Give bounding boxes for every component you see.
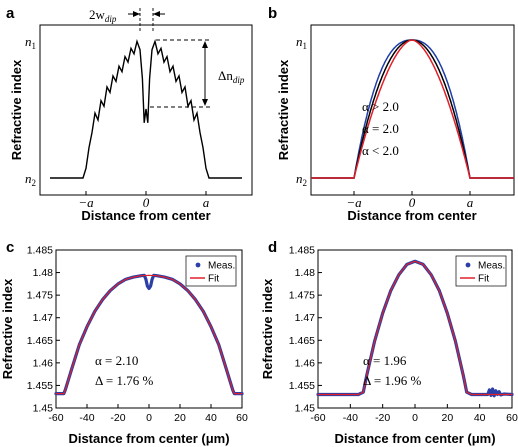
x-tick-label: -60 [48, 412, 63, 424]
panel-a-letter: a [6, 5, 15, 22]
panel-d-series [316, 259, 514, 398]
x-tick-label: -40 [79, 412, 94, 424]
panel-d-legend: Meas. Fit [455, 255, 507, 287]
x-tick-label: −a [78, 195, 94, 210]
legend-fit-label: Fit [478, 274, 489, 285]
x-tick-label: -40 [343, 412, 358, 424]
legend-meas-marker [465, 262, 471, 268]
y-tick-label: 1.465 [289, 335, 315, 347]
x-tick-label: 40 [474, 412, 486, 424]
panel-c-letter: c [6, 239, 14, 256]
panel-c-alpha-annotation: α = 2.10 [95, 353, 138, 368]
panel-b-legend-alpha-eq: α = 2.0 [362, 121, 399, 136]
y-tick-label: 1.485 [27, 245, 53, 257]
panel-a-y-tick-n2: n2 [25, 171, 36, 188]
panel-a-xlabel: Distance from center [81, 208, 210, 223]
x-tick-label: 0 [143, 195, 150, 210]
n1-symbol: n [25, 34, 32, 49]
panel-d-ylabel: Refractive index [260, 278, 275, 379]
panel-a-y-tick-n1: n1 [25, 34, 36, 51]
x-tick-label: 0 [409, 195, 416, 210]
panel-b-xlabel: Distance from center [347, 208, 476, 223]
y-tick-label: 1.45 [295, 403, 316, 415]
fit-series [317, 260, 513, 396]
panel-b-ylabel: Refractive index [276, 59, 291, 160]
x-tick-label: 0 [412, 412, 418, 424]
panel-d-ticks: -60 -40 -20 0 20 40 60 1.45 1.455 1.46 1.465 1.47 1.… [289, 245, 518, 425]
y-tick-label: 1.485 [289, 245, 315, 257]
x-tick-label: -20 [110, 412, 125, 424]
panel-c-ticks: -60 -40 -20 0 20 40 60 1.45 1.455 1.46 1.465 1.47 1.… [27, 245, 248, 425]
x-tick-label: a [467, 195, 474, 210]
y-tick-label: 1.465 [27, 335, 53, 347]
legend-meas-marker [195, 262, 201, 268]
dip-width-label: 2wdip [89, 7, 117, 24]
panel-b-legend-alpha-gt: α > 2.0 [362, 99, 399, 114]
y-tick-label: 1.48 [295, 267, 316, 279]
y-tick-label: 1.45 [33, 403, 54, 415]
panel-a-x-ticks: −a 0 a [78, 191, 210, 210]
y-tick-label: 1.46 [33, 357, 54, 369]
panel-b-curves [311, 39, 514, 179]
panel-c: c -60 -40 -20 0 20 40 60 1.45 1.455 1.46 1.465 1.47… [0, 239, 248, 446]
alpha-profile-line [311, 39, 514, 179]
x-tick-label: 60 [506, 412, 518, 424]
panel-b-y-tick-n2: n2 [296, 171, 307, 188]
panel-a-profile-line [50, 38, 242, 179]
y-tick-label: 1.455 [27, 380, 53, 392]
panel-d-xlabel: Distance from center (μm) [334, 431, 495, 446]
panel-b-y-tick-n1: n1 [296, 34, 307, 51]
dip-depth-label: Δndip [218, 68, 245, 85]
x-tick-label: a [203, 195, 210, 210]
x-tick-label: -60 [310, 412, 325, 424]
x-tick-label: 20 [174, 412, 186, 424]
panel-b: b −a 0 a n1 n2 α > 2.0 α = 2.0 α < 2.0 Dis… [268, 5, 515, 223]
panel-c-xlabel: Distance from center (μm) [68, 431, 229, 446]
panel-a-ylabel: Refractive index [9, 59, 24, 160]
panel-d-alpha-annotation: α = 1.96 [363, 353, 407, 368]
panel-b-letter: b [268, 5, 277, 22]
x-tick-label: -20 [375, 412, 390, 424]
panel-c-delta-annotation: Δ = 1.76 % [95, 373, 153, 388]
legend-meas-label: Meas. [208, 261, 235, 272]
panel-b-x-ticks: −a 0 a [346, 191, 474, 210]
alpha-profile-line [311, 39, 514, 179]
legend-fit-label: Fit [208, 274, 219, 285]
fit-series [55, 274, 243, 395]
panel-b-legend-alpha-lt: α < 2.0 [362, 143, 399, 158]
y-tick-label: 1.48 [33, 267, 54, 279]
y-tick-label: 1.47 [295, 312, 316, 324]
y-tick-label: 1.475 [27, 290, 53, 302]
dip-depth-annotation: Δndip [150, 39, 245, 108]
x-tick-label: 0 [146, 412, 152, 424]
panel-d-delta-annotation: Δ = 1.96 % [363, 373, 421, 388]
legend-meas-label: Meas. [478, 261, 505, 272]
y-tick-label: 1.47 [33, 312, 54, 324]
panel-d: d -60 -40 -20 0 20 40 60 1.45 1.455 1.46 1.465 1.47… [260, 239, 518, 446]
panel-d-letter: d [268, 239, 277, 256]
dip-width-annotation: 2wdip [89, 7, 165, 33]
n2-symbol: n [25, 171, 32, 186]
panel-b-axes-frame [310, 24, 515, 196]
x-tick-label: 20 [441, 412, 453, 424]
panel-a: a −a 0 a n1 n2 2wdip Δndip Distance from c… [6, 5, 253, 223]
y-tick-label: 1.46 [295, 357, 316, 369]
y-tick-label: 1.455 [289, 380, 315, 392]
x-tick-label: −a [346, 195, 362, 210]
panel-c-ylabel: Refractive index [0, 278, 15, 379]
x-tick-label: 60 [236, 412, 248, 424]
alpha-profile-line [311, 39, 514, 179]
panel-c-series [54, 273, 244, 396]
y-tick-label: 1.475 [289, 290, 315, 302]
panel-c-legend: Meas. Fit [185, 255, 237, 287]
x-tick-label: 40 [205, 412, 217, 424]
